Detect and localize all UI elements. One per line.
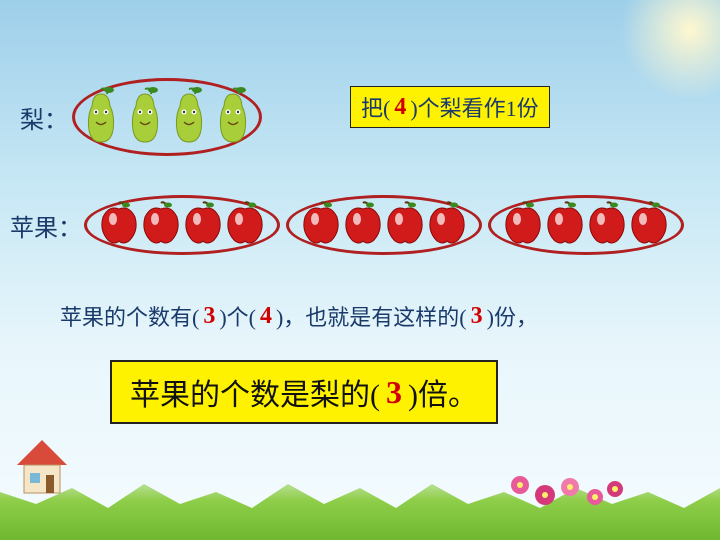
apple-icon	[385, 201, 425, 250]
apple-icon	[503, 201, 543, 250]
pear-icon	[125, 86, 165, 149]
sentence-row: 苹果的个数有( 3 )个( 4 )，也就是有这样的( 3 )份，	[60, 300, 680, 332]
pear-group-oval	[72, 78, 262, 156]
house-decor	[12, 435, 72, 500]
apple-fruit-row	[99, 201, 265, 250]
apple-icon	[99, 201, 139, 250]
s4: )份，	[487, 300, 538, 332]
v2: 4	[260, 303, 272, 330]
apple-icon	[141, 201, 181, 250]
apple-icon	[629, 201, 669, 250]
box1-value: 4	[394, 94, 406, 121]
sun-decor	[620, 0, 720, 100]
apple-fruit-row	[301, 201, 467, 250]
pear-row: 梨：	[20, 78, 262, 156]
s1: 苹果的个数有(	[60, 300, 199, 332]
apple-icon	[545, 201, 585, 250]
apple-fruit-row	[503, 201, 669, 250]
flowers-decor	[510, 475, 630, 525]
box-conclusion: 苹果的个数是梨的( 3 )倍。	[110, 360, 498, 424]
box2-value: 3	[386, 374, 402, 411]
pear-icon	[169, 86, 209, 149]
apple-icon	[587, 201, 627, 250]
apple-group-oval	[286, 195, 482, 255]
box2-pre: 苹果的个数是梨的(	[130, 370, 380, 414]
pear-label: 梨：	[20, 100, 68, 135]
pear-icon	[213, 86, 253, 149]
pear-fruit-row	[81, 86, 253, 149]
box2-post: )倍。	[408, 370, 478, 414]
apple-label: 苹果：	[10, 208, 82, 243]
apple-icon	[301, 201, 341, 250]
box1-pre: 把(	[361, 91, 390, 123]
v3: 3	[471, 303, 483, 330]
apple-group-oval	[84, 195, 280, 255]
s3: )，也就是有这样的(	[276, 300, 467, 332]
box-pear-unit: 把( 4 )个梨看作1份	[350, 86, 550, 128]
s2: )个(	[219, 300, 256, 332]
v1: 3	[203, 303, 215, 330]
apple-group-oval	[488, 195, 684, 255]
apple-icon	[183, 201, 223, 250]
apple-icon	[343, 201, 383, 250]
apple-groups-container	[84, 195, 684, 255]
apple-row: 苹果：	[10, 195, 684, 255]
pear-icon	[81, 86, 121, 149]
apple-icon	[225, 201, 265, 250]
apple-icon	[427, 201, 467, 250]
box1-post: )个梨看作1份	[410, 91, 538, 123]
